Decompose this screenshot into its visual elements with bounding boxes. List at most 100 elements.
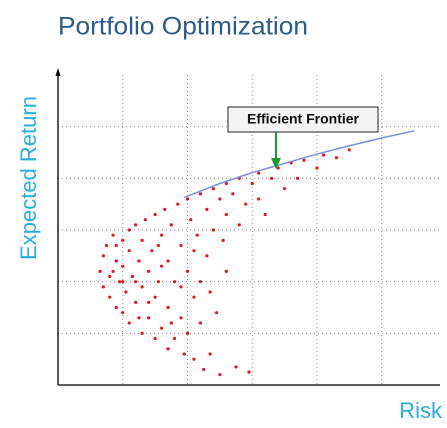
point — [185, 197, 190, 201]
point — [302, 158, 306, 162]
point — [137, 259, 141, 263]
point — [205, 254, 209, 258]
point — [114, 259, 118, 263]
point — [140, 285, 144, 289]
point — [257, 197, 261, 201]
point — [195, 233, 199, 237]
y-axis-arrow — [55, 68, 61, 76]
point — [156, 243, 160, 248]
point — [295, 176, 300, 180]
point — [321, 153, 326, 157]
point — [234, 365, 238, 369]
point — [224, 269, 228, 273]
point — [159, 233, 164, 237]
point — [221, 238, 225, 242]
point — [153, 336, 157, 341]
point — [270, 176, 274, 180]
point — [98, 269, 102, 273]
point — [147, 300, 151, 304]
point — [179, 243, 183, 248]
point — [127, 249, 131, 253]
y-axis-label: Expected Return — [16, 96, 41, 260]
point — [247, 370, 251, 374]
point — [347, 148, 351, 152]
point — [127, 321, 131, 325]
point — [192, 357, 196, 361]
point — [172, 280, 177, 284]
point — [121, 238, 125, 242]
point — [143, 218, 148, 222]
point — [121, 280, 125, 284]
point — [140, 238, 144, 242]
point — [237, 223, 241, 227]
annotation-arrowhead — [271, 158, 281, 169]
point — [208, 290, 212, 294]
point — [218, 373, 222, 377]
point — [140, 331, 144, 335]
point — [185, 269, 190, 273]
point — [169, 321, 173, 325]
point — [211, 187, 215, 191]
point — [202, 367, 206, 372]
point — [108, 295, 112, 299]
point — [283, 187, 287, 191]
point — [166, 259, 170, 263]
point — [114, 305, 118, 310]
point — [124, 290, 128, 294]
point — [315, 166, 319, 170]
point — [108, 274, 112, 279]
point — [198, 192, 203, 196]
x-axis-label: Risk — [399, 398, 443, 423]
point — [104, 243, 109, 248]
point — [179, 316, 183, 320]
point — [134, 300, 138, 304]
point — [192, 249, 196, 253]
point — [198, 321, 203, 325]
point — [166, 347, 170, 351]
point — [224, 181, 228, 186]
point — [101, 254, 105, 258]
point — [153, 212, 157, 217]
point — [163, 207, 167, 211]
point — [185, 331, 190, 335]
point — [147, 316, 151, 320]
point — [134, 280, 138, 284]
chart-title: Portfolio Optimization — [58, 13, 308, 41]
point — [208, 352, 212, 356]
point — [111, 233, 115, 237]
point — [205, 207, 209, 211]
point — [111, 269, 115, 273]
point — [334, 156, 339, 160]
point — [101, 285, 105, 289]
point — [250, 181, 254, 186]
point — [211, 228, 215, 232]
point — [153, 295, 157, 299]
point — [159, 264, 164, 268]
plot-area — [58, 75, 440, 385]
point — [137, 316, 141, 320]
point — [198, 280, 203, 284]
annotation-text: Efficient Frontier — [247, 111, 360, 127]
point — [127, 228, 131, 232]
point — [244, 202, 248, 206]
point — [189, 218, 193, 222]
point — [166, 305, 170, 310]
point — [182, 352, 186, 356]
point — [192, 295, 196, 299]
point — [117, 280, 122, 284]
frontier-line — [183, 130, 415, 199]
annotation-box — [227, 106, 379, 133]
point — [176, 202, 180, 206]
point — [263, 212, 267, 217]
point — [276, 166, 280, 170]
point — [121, 311, 125, 315]
point — [231, 192, 235, 196]
point — [156, 280, 160, 284]
point — [114, 243, 118, 248]
point — [179, 285, 183, 289]
point — [218, 197, 222, 201]
point — [172, 336, 177, 341]
point — [169, 223, 173, 227]
point — [159, 326, 164, 330]
